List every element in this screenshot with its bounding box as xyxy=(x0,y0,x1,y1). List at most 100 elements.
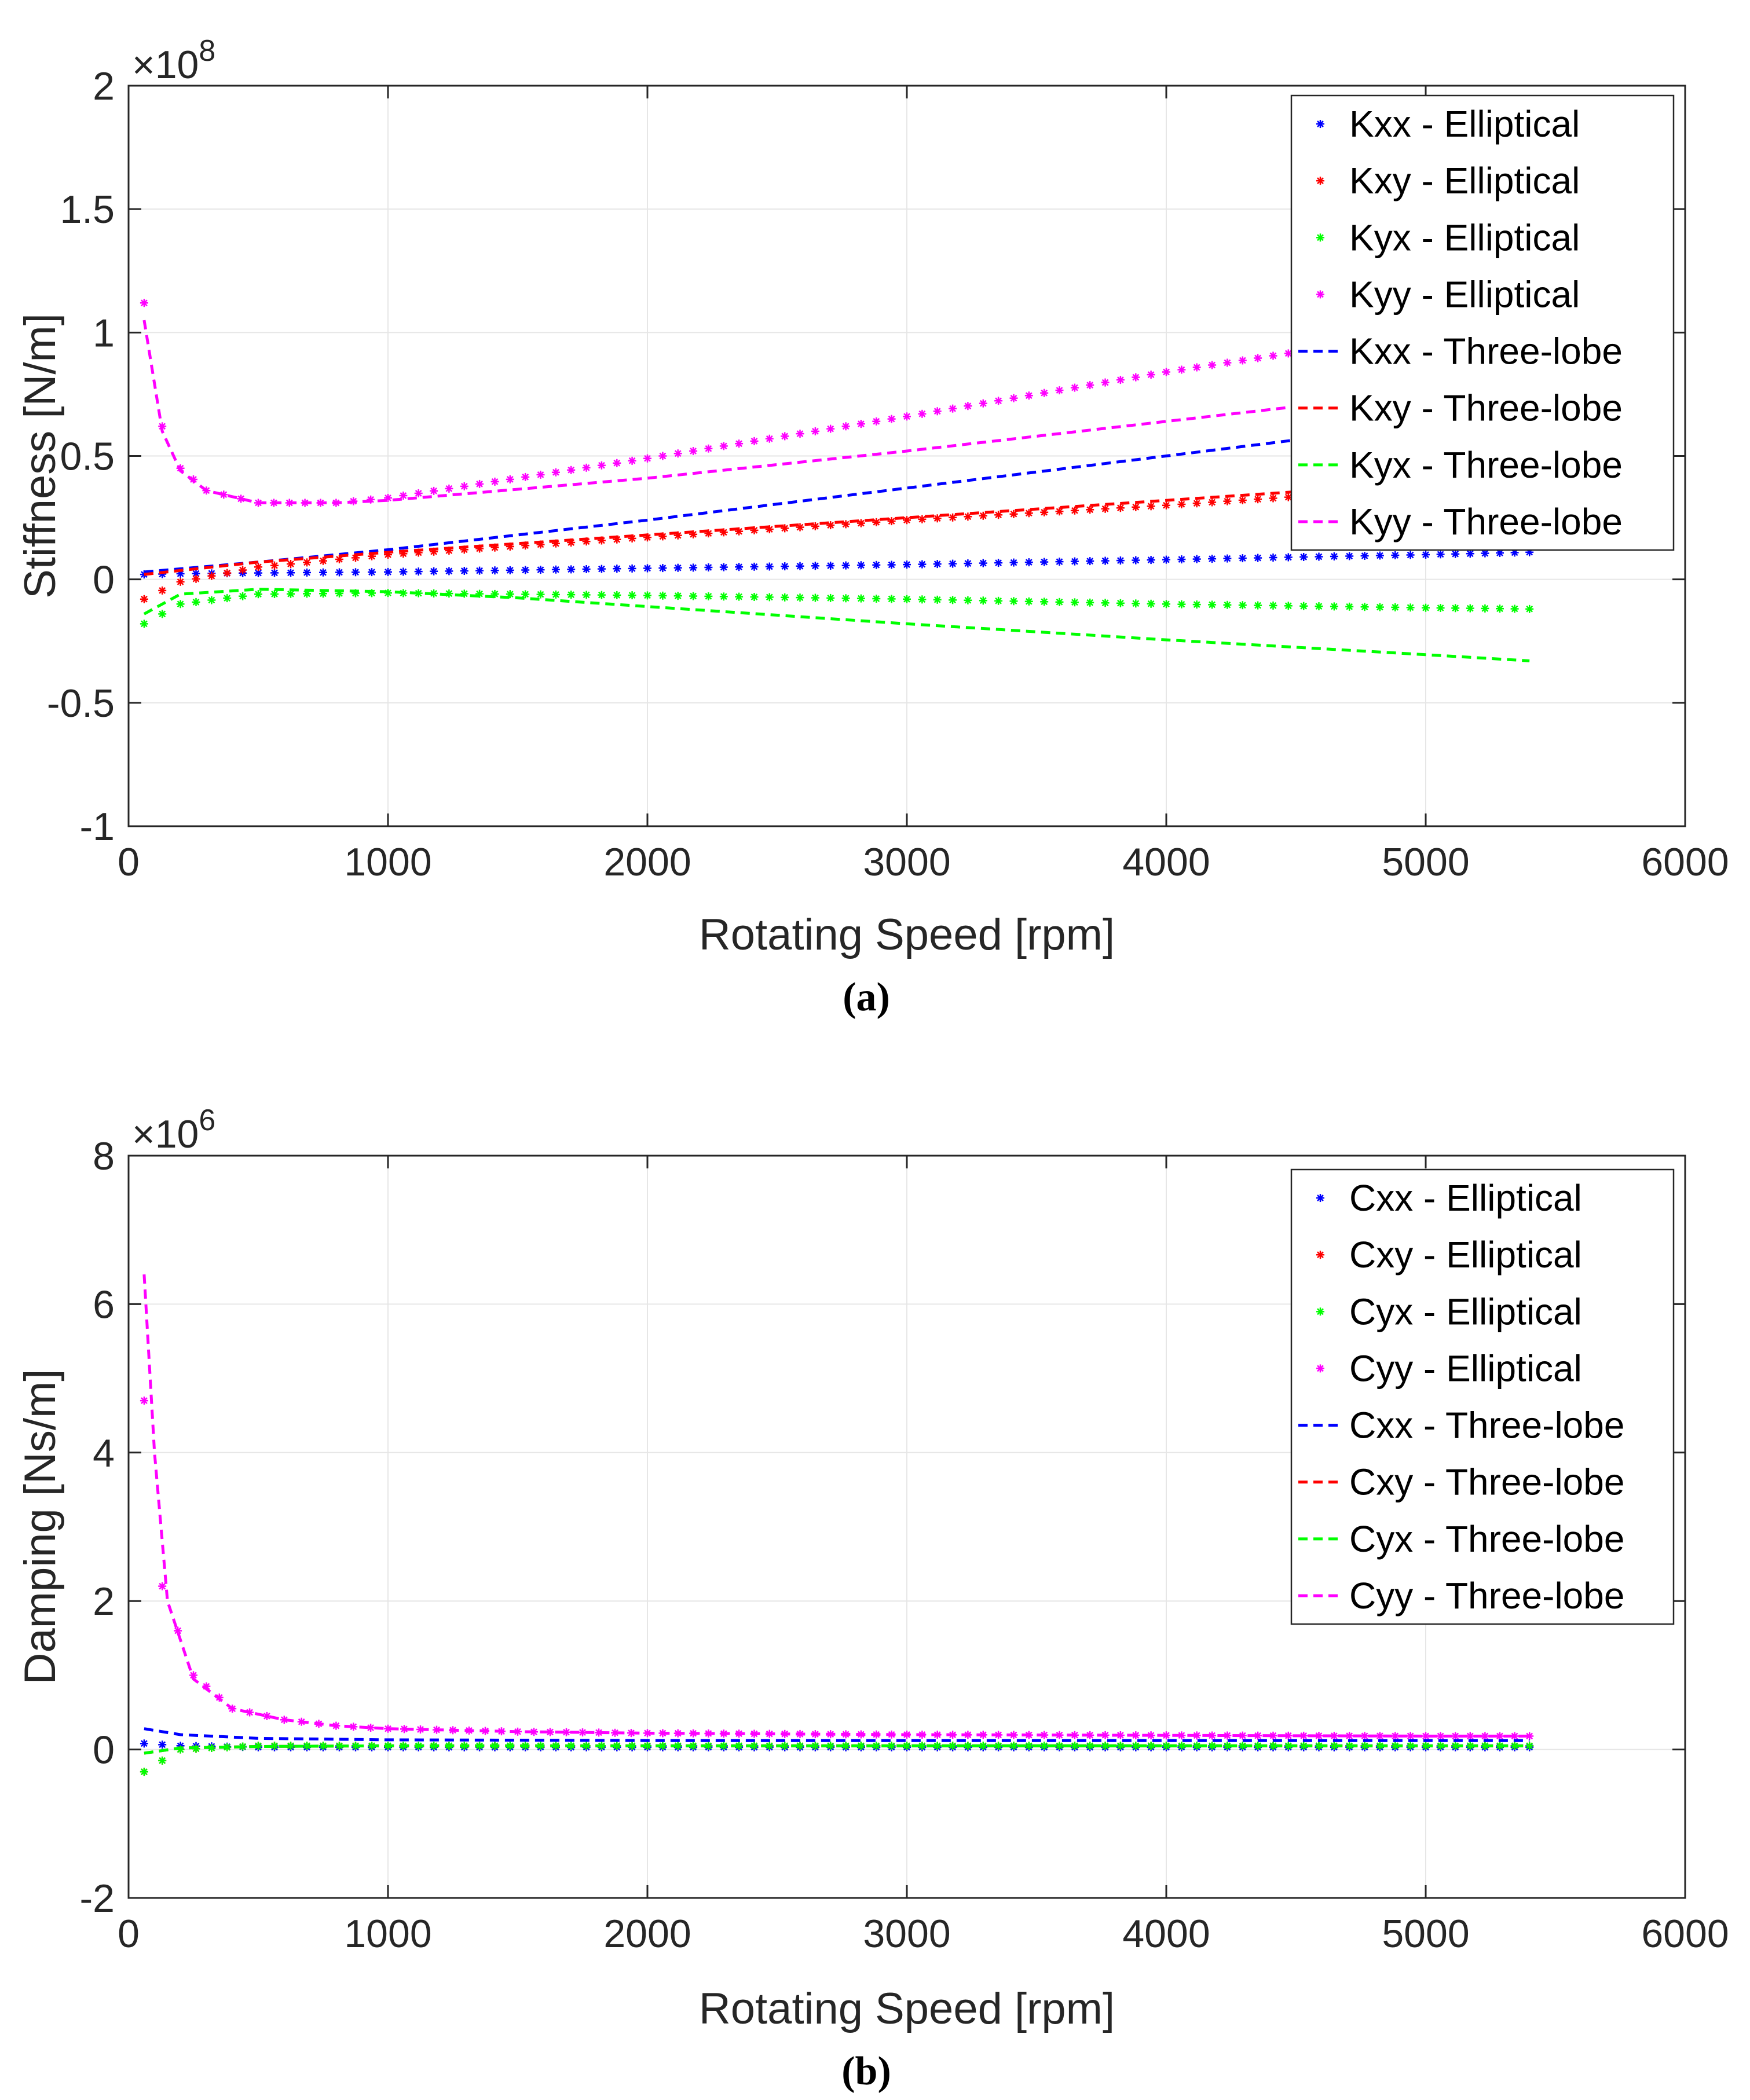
legend-label: Cxx - Three-lobe xyxy=(1349,1405,1624,1446)
data-point xyxy=(1055,507,1064,516)
series-kxx-elliptical xyxy=(140,548,1534,579)
data-point xyxy=(1116,599,1125,607)
data-point xyxy=(1299,553,1308,561)
data-point xyxy=(811,562,819,570)
data-point xyxy=(1162,501,1170,510)
data-point xyxy=(1223,1731,1232,1740)
legend-marker xyxy=(1316,233,1324,242)
data-point xyxy=(765,434,774,443)
data-point xyxy=(1040,389,1049,397)
data-point xyxy=(1192,499,1201,508)
data-point xyxy=(1208,1742,1217,1750)
data-point xyxy=(750,562,759,571)
data-point xyxy=(551,565,560,574)
data-point xyxy=(979,399,987,408)
data-point xyxy=(536,566,545,574)
data-point xyxy=(1055,1742,1064,1750)
data-point xyxy=(506,566,514,574)
data-point xyxy=(1162,368,1170,376)
data-point xyxy=(918,595,927,604)
data-point xyxy=(1496,604,1504,613)
data-point xyxy=(1299,602,1308,610)
y-tick-label: 4 xyxy=(93,1431,115,1475)
data-point xyxy=(979,559,987,567)
data-point xyxy=(1406,1732,1415,1740)
data-point xyxy=(1391,551,1400,559)
data-point xyxy=(239,592,247,600)
data-point xyxy=(460,482,468,490)
x-tick-label: 1000 xyxy=(344,1912,431,1956)
data-point xyxy=(887,560,896,569)
y-tick-label: 0 xyxy=(93,558,115,602)
data-point xyxy=(1284,602,1293,610)
data-point xyxy=(643,591,651,600)
x-tick-label: 0 xyxy=(118,840,140,884)
data-point xyxy=(765,593,774,602)
x-tick-label: 3000 xyxy=(863,1912,950,1956)
legend-item: Cxy - Three-lobe xyxy=(1298,1461,1624,1503)
data-point xyxy=(1238,601,1247,610)
x-tick-label: 3000 xyxy=(863,840,950,884)
data-point xyxy=(303,558,311,567)
data-point xyxy=(1101,378,1110,387)
axis-exponent: ×108 xyxy=(132,34,215,87)
legend-label: Cxy - Three-lobe xyxy=(1349,1461,1624,1503)
data-point xyxy=(750,437,759,445)
data-point xyxy=(567,466,576,474)
data-point xyxy=(1451,1732,1460,1740)
data-point xyxy=(719,592,728,601)
data-point xyxy=(887,415,896,423)
data-point xyxy=(430,486,438,495)
data-point xyxy=(933,407,942,416)
data-point xyxy=(1436,604,1445,612)
data-point xyxy=(1375,551,1384,560)
data-point xyxy=(765,562,774,571)
data-point xyxy=(207,571,216,580)
data-point xyxy=(872,595,881,603)
data-point xyxy=(335,1742,343,1750)
data-point xyxy=(918,515,927,523)
data-point xyxy=(1315,1732,1323,1740)
x-tick-label: 5000 xyxy=(1382,840,1469,884)
y-axis-label: Stiffness [N/m] xyxy=(16,313,65,599)
data-point xyxy=(1132,599,1140,608)
data-point xyxy=(1040,508,1049,516)
data-point xyxy=(994,511,1003,519)
data-point xyxy=(1436,1732,1445,1740)
data-point xyxy=(1360,552,1369,560)
data-point xyxy=(1391,603,1400,611)
legend-label: Cyy - Three-lobe xyxy=(1349,1575,1624,1617)
y-tick-label: -2 xyxy=(80,1877,115,1921)
data-point xyxy=(1284,553,1293,562)
data-point xyxy=(856,561,865,570)
data-point xyxy=(1345,552,1354,560)
data-point xyxy=(1132,503,1140,511)
legend-label: Cyx - Three-lobe xyxy=(1349,1518,1624,1560)
data-point xyxy=(1086,557,1094,566)
data-point xyxy=(176,600,185,609)
data-point xyxy=(1510,1732,1519,1740)
data-point xyxy=(551,468,560,477)
data-point xyxy=(140,299,148,307)
y-tick-label: 1.5 xyxy=(60,188,115,232)
legend-item: Kxy - Three-lobe xyxy=(1298,387,1623,429)
legend-label: Kxy - Elliptical xyxy=(1349,160,1580,201)
data-point xyxy=(887,595,896,603)
data-point xyxy=(796,562,804,570)
data-point xyxy=(246,1708,254,1717)
data-point xyxy=(1024,597,1033,606)
data-point xyxy=(887,1742,896,1750)
y-tick-label: 0.5 xyxy=(60,435,115,479)
data-point xyxy=(490,477,499,486)
exponent-base: ×10 xyxy=(132,43,199,87)
data-point xyxy=(1284,1731,1293,1740)
data-point xyxy=(735,592,744,601)
data-point xyxy=(1223,358,1232,367)
data-point xyxy=(595,1728,603,1737)
legend-label: Kxx - Three-lobe xyxy=(1349,331,1623,372)
data-point xyxy=(1101,556,1110,565)
data-point xyxy=(567,591,576,599)
data-point xyxy=(1101,504,1110,513)
data-point xyxy=(1315,552,1323,561)
data-point xyxy=(933,595,942,604)
